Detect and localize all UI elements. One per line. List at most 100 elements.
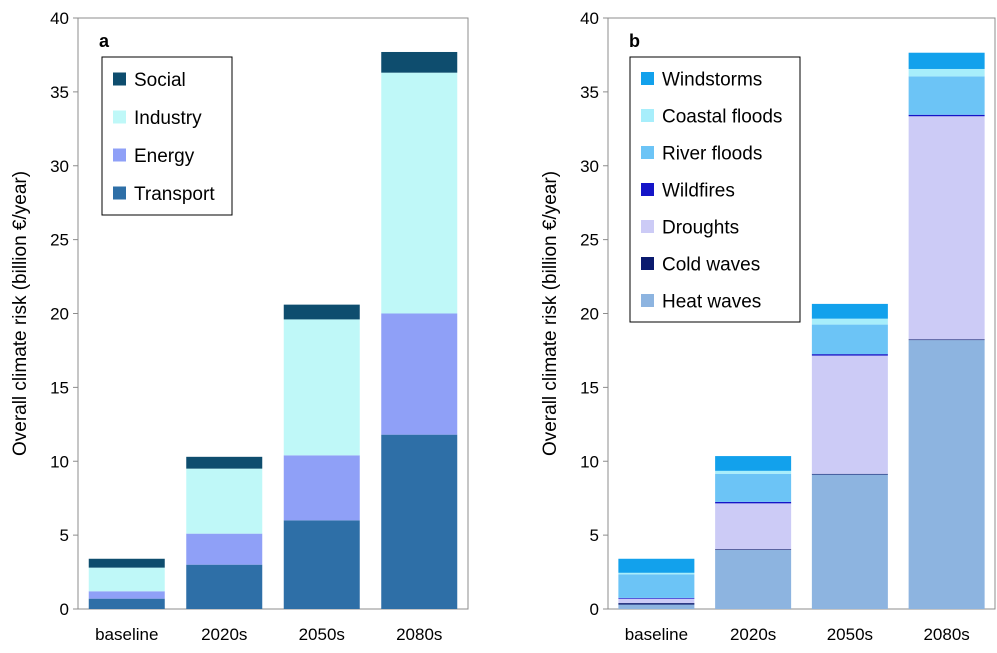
legend-swatch (641, 257, 654, 270)
y-tick-label: 30 (580, 157, 599, 176)
bar-segment-social (283, 304, 360, 320)
y-tick-label: 0 (590, 600, 599, 619)
bar-segment-windstorms (811, 303, 888, 319)
y-tick-label: 20 (50, 305, 69, 324)
legend-swatch (113, 72, 126, 86)
y-tick-label: 25 (580, 231, 599, 250)
y-axis-title: Overall climate risk (billion €/year) (10, 171, 31, 456)
legend-swatch (641, 72, 654, 85)
y-tick-label: 20 (580, 305, 599, 324)
bar-segment-river-floods (618, 574, 695, 598)
legend-swatch (113, 148, 126, 162)
bar-segment-droughts (811, 355, 888, 474)
y-tick-label: 10 (50, 452, 69, 471)
bar-segment-wildfires (908, 114, 985, 117)
bar-segment-cold-waves (715, 549, 792, 550)
y-tick-label: 30 (50, 157, 69, 176)
bar-segment-social (186, 456, 263, 469)
y-tick-label: 15 (580, 378, 599, 397)
bar-segment-coastal-floods (908, 68, 985, 77)
y-tick-label: 5 (60, 526, 69, 545)
y-tick-label: 15 (50, 378, 69, 397)
bar-segment-droughts (715, 503, 792, 550)
legend-label: Transport (134, 184, 215, 205)
y-tick-label: 5 (590, 526, 599, 545)
x-tick-label: 2050s (827, 625, 873, 644)
x-tick-label: baseline (625, 625, 688, 644)
legend-box (629, 56, 801, 323)
y-tick-label: 10 (580, 452, 599, 471)
bar-segment-transport (381, 434, 458, 609)
legend-swatch (641, 183, 654, 196)
bar-segment-industry (381, 72, 458, 314)
legend-label: River floods (662, 144, 762, 165)
legend-swatch (113, 186, 126, 200)
y-tick-label: 40 (50, 9, 69, 28)
bar-segment-wildfires (715, 501, 792, 504)
panel-label: a (99, 31, 110, 51)
x-tick-label: 2020s (201, 625, 247, 644)
bar-segment-river-floods (715, 473, 792, 502)
bar-segment-industry (186, 468, 263, 534)
legend-label: Social (134, 70, 186, 91)
bar-segment-cold-waves (811, 473, 888, 475)
x-tick-label: baseline (95, 625, 158, 644)
legend-label: Windstorms (662, 70, 762, 91)
y-tick-label: 35 (580, 83, 599, 102)
x-tick-label: 2050s (299, 625, 345, 644)
legend-label: Coastal floods (662, 107, 782, 128)
legend-label: Energy (134, 146, 195, 167)
panel-label: b (629, 31, 640, 51)
bar-segment-energy (186, 533, 263, 565)
legend-label: Heat waves (662, 292, 761, 313)
legend-label: Cold waves (662, 255, 760, 276)
x-tick-label: 2080s (923, 625, 969, 644)
y-axis-title: Overall climate risk (billion €/year) (540, 171, 561, 456)
bar-segment-social (88, 558, 165, 568)
legend-swatch (641, 294, 654, 307)
bar-segment-heat-waves (618, 604, 695, 609)
bar-segment-heat-waves (908, 340, 985, 609)
bar-segment-wildfires (811, 354, 888, 356)
chart-panel-a: 0 5 10 15 20 25 30 35 40 Overall climate risk (bi… (10, 9, 469, 644)
y-tick-label: 25 (50, 231, 69, 250)
legend-swatch (113, 110, 126, 124)
bar-segment-coastal-floods (811, 318, 888, 325)
bar-segment-industry (88, 567, 165, 592)
legend-swatch (641, 220, 654, 233)
legend-label: Droughts (662, 218, 739, 239)
bar-segment-windstorms (715, 456, 792, 471)
x-tick-label: 2020s (730, 625, 776, 644)
bar-segment-windstorms (618, 558, 695, 573)
bar-segment-energy (283, 455, 360, 521)
legend-label: Wildfires (662, 181, 735, 202)
bar-segment-transport (283, 520, 360, 609)
chart-panel-b: 0 5 10 15 20 25 30 35 40 Overall climate risk (bi… (540, 9, 996, 644)
bar-segment-industry (283, 319, 360, 456)
bar-segment-coastal-floods (618, 572, 695, 575)
legend-label: Industry (134, 108, 202, 129)
bar-segment-cold-waves (908, 339, 985, 341)
bar-segment-energy (381, 313, 458, 435)
bar-segment-cold-waves (618, 603, 695, 605)
bar-segment-windstorms (908, 52, 985, 69)
bar-segment-river-floods (908, 76, 985, 115)
y-tick-label: 40 (580, 9, 599, 28)
bar-segment-droughts (618, 598, 695, 604)
bar-segment-wildfires (618, 597, 695, 599)
bar-segment-transport (88, 598, 165, 609)
bar-segment-heat-waves (715, 549, 792, 609)
y-tick-label: 0 (60, 600, 69, 619)
legend-swatch (641, 146, 654, 159)
legend-swatch (641, 109, 654, 122)
x-tick-label: 2080s (396, 625, 442, 644)
bar-segment-transport (186, 564, 263, 609)
bar-segment-river-floods (811, 324, 888, 355)
bar-segment-heat-waves (811, 474, 888, 609)
bar-segment-droughts (908, 116, 985, 340)
bar-segment-energy (88, 591, 165, 599)
y-tick-label: 35 (50, 83, 69, 102)
bar-segment-social (381, 51, 458, 73)
